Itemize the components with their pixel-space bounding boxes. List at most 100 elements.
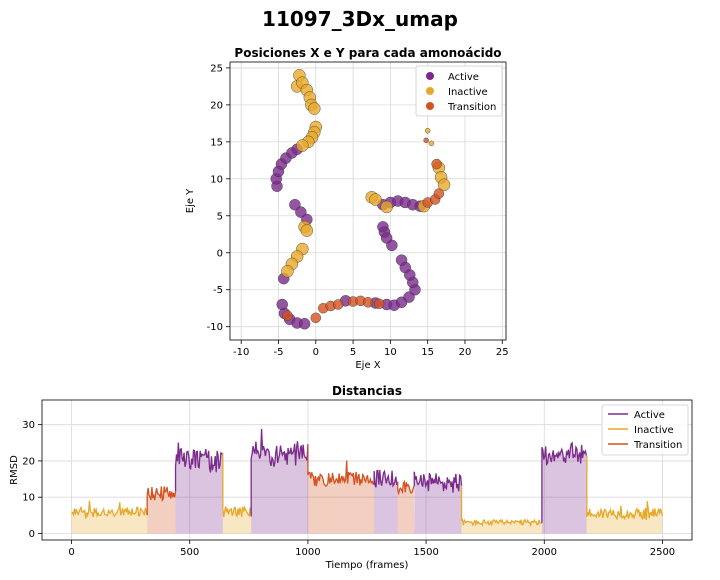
- rmsd-fill-inactive: [71, 500, 148, 534]
- scatter-x-tick-label: -10: [233, 347, 249, 358]
- scatter-point-transition: [362, 297, 374, 308]
- scatter-point-transition: [282, 310, 293, 321]
- rmsd-line-transition: [397, 479, 415, 496]
- scatter-y-tick-label: 10: [210, 174, 223, 185]
- rmsd-plot: Distancias 0 500 1000 1500 2000 2500 0102030 …: [9, 384, 693, 571]
- scatter-point-inactive: [437, 178, 451, 191]
- rmsd-line-transition: [146, 486, 177, 503]
- scatter-y-tick-label: 0: [217, 248, 223, 259]
- scatter-y-tick-label: 20: [210, 100, 223, 111]
- scatter-y-ticks: -10 -5 0 5 10 15 20 25: [207, 63, 230, 333]
- scatter-y-tick-label: 5: [217, 211, 223, 222]
- scatter-y-tick-label: 25: [210, 63, 223, 74]
- scatter-point-inactive: [281, 265, 294, 278]
- scatter-title: Posiciones X e Y para cada amonoácido: [234, 46, 501, 60]
- rmsd-y-label: RMSD: [9, 455, 20, 485]
- scatter-legend-marker-transition: [426, 102, 434, 110]
- rmsd-fill-inactive: [586, 501, 663, 534]
- scatter-x-tick-label: 0: [313, 347, 319, 358]
- scatter-x-tick-label: 20: [459, 347, 472, 358]
- scatter-point-inactive: [380, 200, 393, 214]
- rmsd-legend-box: [601, 404, 689, 456]
- rmsd-x-tick-label: 500: [180, 547, 199, 558]
- scatter-plot: Posiciones X e Y para cada amonoácido -1…: [185, 46, 509, 371]
- rmsd-line-active: [373, 469, 399, 488]
- rmsd-line-transition: [307, 460, 375, 487]
- scatter-axes-frame: [229, 61, 507, 341]
- scatter-point-active: [395, 254, 408, 266]
- scatter-y-tick-label: -10: [207, 322, 223, 333]
- scatter-point-active: [380, 232, 393, 244]
- scatter-y-tick-label: -5: [213, 285, 223, 296]
- rmsd-x-ticks: 0 500 1000 1500 2000 2500: [68, 540, 675, 558]
- rmsd-legend: Active Inactive Transition: [601, 404, 689, 456]
- rmsd-lines: [71, 429, 664, 528]
- scatter-x-ticks: -10 -5 0 5 10 15 20 25: [233, 340, 509, 358]
- scatter-legend-marker-inactive: [426, 87, 434, 95]
- scatter-point-inactive: [424, 128, 431, 134]
- rmsd-y-tick-label: 30: [22, 420, 35, 431]
- rmsd-x-tick-label: 1500: [413, 547, 438, 558]
- rmsd-fill-transition: [397, 481, 415, 534]
- scatter-point-transition: [310, 312, 321, 324]
- rmsd-x-tick-label: 0: [68, 547, 74, 558]
- scatter-x-tick-label: 10: [384, 347, 397, 358]
- scatter-point-transition: [332, 299, 344, 310]
- rmsd-line-inactive: [586, 501, 664, 521]
- rmsd-x-tick-label: 2000: [532, 547, 557, 558]
- rmsd-legend-label-transition: Transition: [633, 440, 682, 451]
- rmsd-x-tick-label: 2500: [650, 547, 675, 558]
- scatter-legend-label-active: Active: [448, 72, 479, 83]
- rmsd-fill-active: [541, 442, 587, 534]
- scatter-points: [270, 69, 451, 330]
- scatter-point-transition: [431, 158, 442, 170]
- scatter-y-label: Eje Y: [185, 188, 196, 213]
- scatter-legend-box: [415, 65, 503, 117]
- rmsd-line-active: [413, 471, 463, 493]
- rmsd-y-tick-label: 10: [22, 493, 35, 504]
- rmsd-fill-active: [414, 471, 462, 534]
- rmsd-state-fills: [71, 429, 663, 534]
- scatter-y-tick-label: 15: [210, 137, 223, 148]
- rmsd-fill-active: [251, 429, 308, 534]
- scatter-legend: Active Inactive Transition: [415, 65, 503, 117]
- scatter-point-inactive: [300, 224, 314, 237]
- rmsd-fill-inactive: [222, 506, 252, 534]
- rmsd-line-inactive: [461, 518, 543, 528]
- rmsd-line-active: [174, 442, 224, 473]
- rmsd-line-inactive: [71, 500, 148, 519]
- scatter-legend-marker-active: [426, 72, 434, 80]
- rmsd-legend-label-active: Active: [634, 410, 665, 421]
- scatter-point-transition: [433, 188, 445, 199]
- rmsd-line-active: [250, 429, 309, 467]
- rmsd-fill-transition: [307, 460, 375, 534]
- scatter-point-transition: [373, 298, 385, 309]
- scatter-x-tick-label: 15: [421, 347, 434, 358]
- rmsd-x-tick-label: 1000: [295, 547, 320, 558]
- rmsd-legend-label-inactive: Inactive: [634, 425, 674, 436]
- rmsd-y-tick-label: 0: [29, 529, 35, 540]
- scatter-x-tick-label: -5: [273, 347, 283, 358]
- rmsd-fill-inactive: [461, 519, 542, 534]
- scatter-point-inactive: [308, 102, 321, 115]
- rmsd-x-label: Tiempo (frames): [325, 560, 409, 571]
- rmsd-line-inactive: [222, 505, 252, 519]
- scatter-legend-label-inactive: Inactive: [448, 87, 488, 98]
- scatter-point-inactive: [296, 139, 309, 152]
- scatter-point-active: [298, 318, 311, 330]
- rmsd-y-tick-label: 20: [22, 456, 35, 467]
- figure-title: 11097_3Dx_umap: [262, 7, 458, 31]
- rmsd-y-ticks: 0 10 20 30: [22, 420, 42, 540]
- scatter-x-label: Eje X: [355, 360, 380, 371]
- scatter-x-tick-label: 5: [350, 347, 356, 358]
- scatter-point-inactive: [369, 193, 382, 206]
- rmsd-line-active: [541, 441, 587, 467]
- rmsd-title: Distancias: [332, 384, 402, 398]
- scatter-x-tick-label: 25: [496, 347, 509, 358]
- scatter-legend-label-transition: Transition: [447, 102, 496, 113]
- scatter-point-transition: [423, 137, 429, 144]
- scatter-point-inactive: [428, 140, 435, 147]
- rmsd-fill-active: [374, 470, 398, 534]
